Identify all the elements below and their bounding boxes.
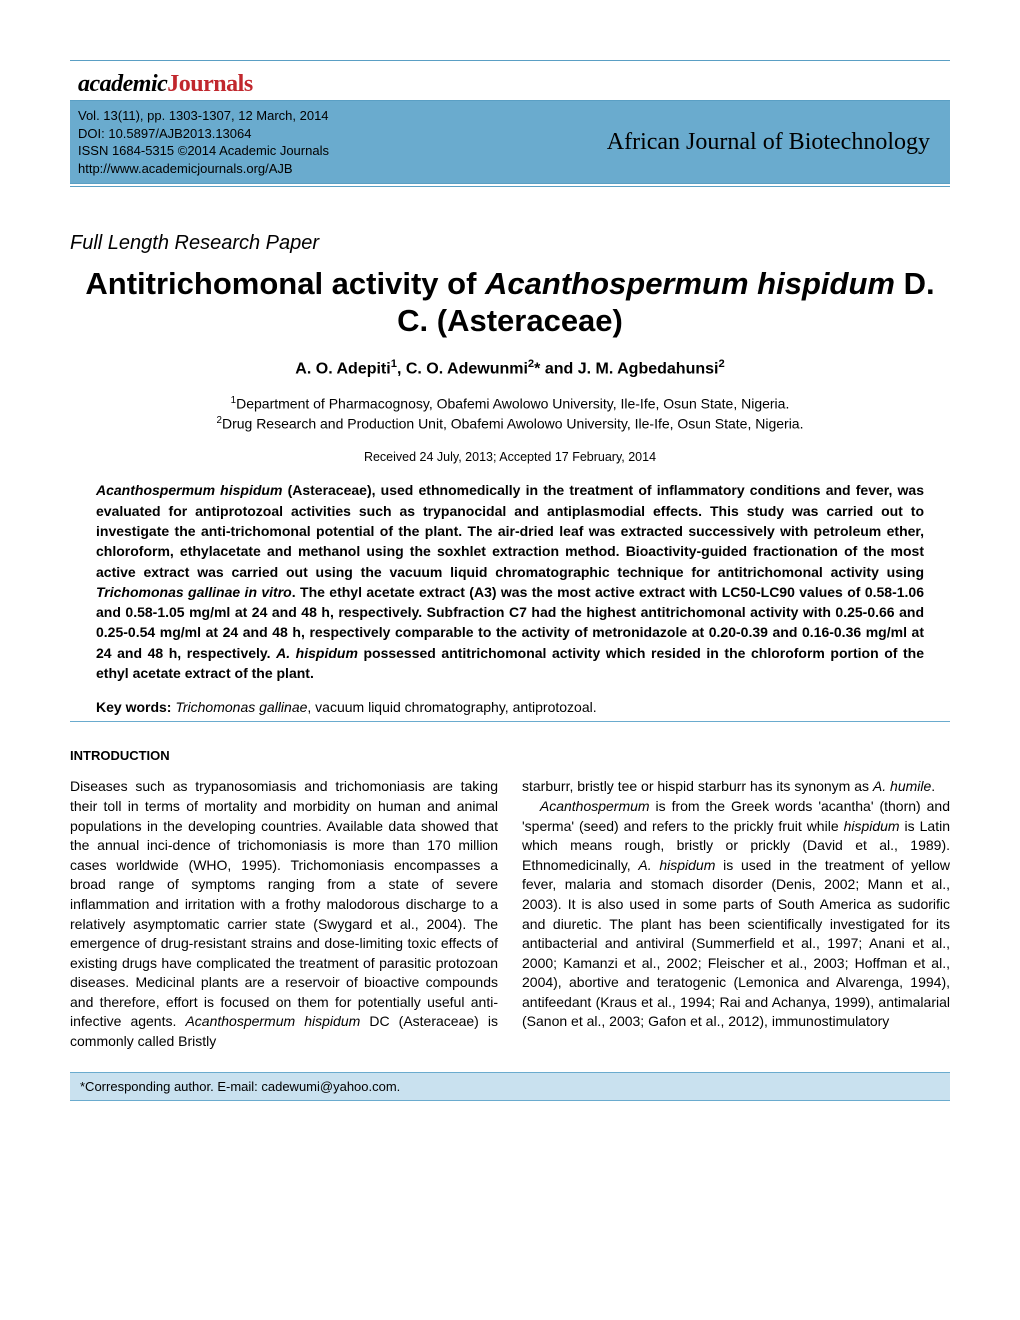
affiliation-2: 2Drug Research and Production Unit, Obaf…: [70, 414, 950, 434]
paper-type: Full Length Research Paper: [70, 232, 950, 255]
title-species: Acanthospermum hispidum: [485, 266, 895, 301]
header-bottom-rule: [70, 186, 950, 187]
publisher-logo: academicJournals: [70, 65, 950, 100]
header-meta: Vol. 13(11), pp. 1303-1307, 12 March, 20…: [78, 107, 329, 177]
keywords-species: Trichomonas gallinae: [175, 699, 307, 715]
affiliation-1: 1Department of Pharmacognosy, Obafemi Aw…: [70, 394, 950, 414]
affiliations: 1Department of Pharmacognosy, Obafemi Aw…: [70, 394, 950, 435]
received-accepted-dates: Received 24 July, 2013; Accepted 17 Febr…: [70, 450, 950, 464]
keywords: Key words: Trichomonas gallinae, vacuum …: [70, 699, 950, 722]
keywords-rest: , vacuum liquid chromatography, antiprot…: [307, 699, 596, 715]
meta-volume: Vol. 13(11), pp. 1303-1307, 12 March, 20…: [78, 107, 329, 125]
meta-url: http://www.academicjournals.org/AJB: [78, 160, 329, 178]
authors: A. O. Adepiti1, C. O. Adewunmi2* and J. …: [70, 358, 950, 378]
logo-second-word: Journals: [167, 71, 252, 97]
meta-issn: ISSN 1684-5315 ©2014 Academic Journals: [78, 142, 329, 160]
journal-name: African Journal of Biotechnology: [607, 129, 930, 156]
header-rule-top: [70, 60, 950, 61]
page: academicJournals Vol. 13(11), pp. 1303-1…: [0, 0, 1020, 1141]
body-columns: Diseases such as trypanosomiasis and tri…: [70, 777, 950, 1051]
header-box: Vol. 13(11), pp. 1303-1307, 12 March, 20…: [70, 100, 950, 184]
meta-doi: DOI: 10.5897/AJB2013.13064: [78, 125, 329, 143]
paper-title: Antitrichomonal activity of Acanthosperm…: [70, 265, 950, 339]
body-column-2: starburr, bristly tee or hispid starburr…: [522, 777, 950, 1051]
corresponding-author-box: *Corresponding author. E-mail: cadewumi@…: [70, 1072, 950, 1101]
title-pre: Antitrichomonal activity of: [85, 266, 485, 301]
section-introduction: INTRODUCTION: [70, 748, 950, 763]
logo-first-word: academic: [78, 71, 167, 97]
keywords-label: Key words:: [96, 699, 175, 715]
abstract: Acanthospermum hispidum (Asteraceae), us…: [70, 480, 950, 683]
body-column-1: Diseases such as trypanosomiasis and tri…: [70, 777, 498, 1051]
